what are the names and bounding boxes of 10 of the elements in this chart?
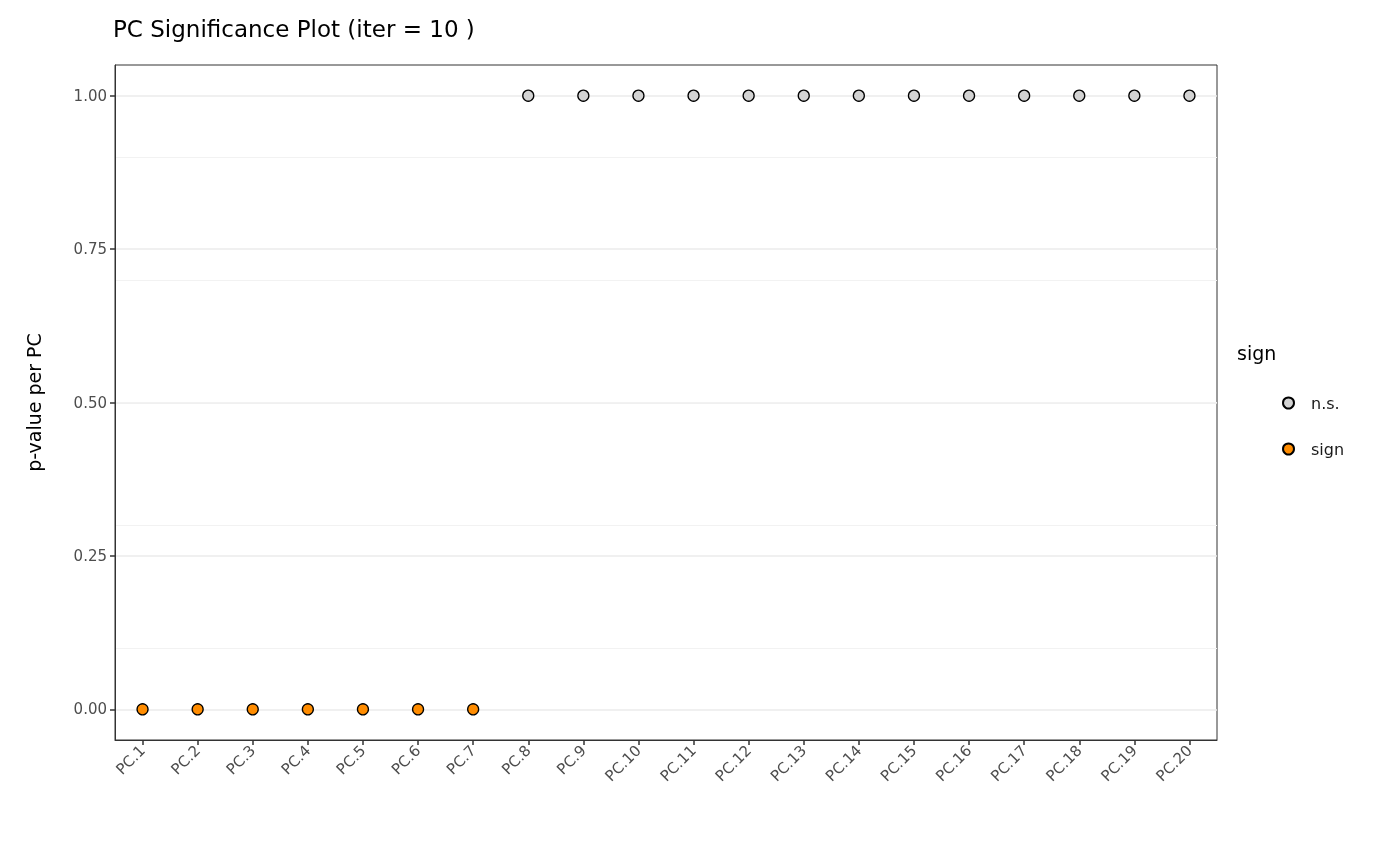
y-tick-label: 0.25: [73, 546, 107, 565]
y-axis-title: p-value per PC: [22, 333, 45, 472]
chart-title: PC Significance Plot (iter = 10 ): [113, 15, 475, 42]
legend-label: sign: [1311, 439, 1345, 459]
legend-label: n.s.: [1311, 393, 1340, 413]
legend-title: sign: [1237, 341, 1277, 364]
y-tick-label: 0.00: [73, 700, 107, 719]
y-tick-label: 1.00: [73, 86, 107, 105]
y-tick-label: 0.75: [73, 240, 107, 259]
y-tick-label: 0.50: [73, 393, 107, 412]
